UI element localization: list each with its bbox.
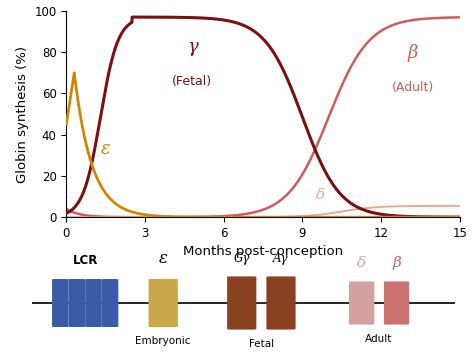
Text: γ: γ (187, 38, 198, 56)
Text: δ: δ (357, 256, 366, 270)
Text: ε: ε (159, 250, 168, 267)
Text: δ: δ (316, 188, 325, 202)
FancyBboxPatch shape (102, 279, 118, 327)
Text: β: β (407, 45, 418, 63)
Text: Fetal: Fetal (249, 339, 274, 349)
FancyBboxPatch shape (85, 279, 102, 327)
Text: (Adult): (Adult) (392, 81, 434, 94)
FancyBboxPatch shape (349, 282, 374, 324)
Text: Embryonic: Embryonic (136, 336, 191, 346)
X-axis label: Months post-conception: Months post-conception (183, 245, 343, 258)
Text: Gγ: Gγ (234, 252, 250, 265)
FancyBboxPatch shape (69, 279, 85, 327)
Text: Adult: Adult (365, 334, 393, 344)
Text: β: β (392, 256, 401, 270)
Text: ε: ε (100, 140, 110, 158)
FancyBboxPatch shape (149, 279, 178, 327)
FancyBboxPatch shape (227, 277, 256, 329)
FancyBboxPatch shape (52, 279, 69, 327)
FancyBboxPatch shape (266, 277, 296, 329)
Text: (Fetal): (Fetal) (172, 75, 212, 88)
Y-axis label: Globin synthesis (%): Globin synthesis (%) (16, 46, 29, 182)
Text: Aγ: Aγ (273, 252, 289, 265)
Text: LCR: LCR (73, 254, 98, 267)
FancyBboxPatch shape (384, 282, 409, 324)
